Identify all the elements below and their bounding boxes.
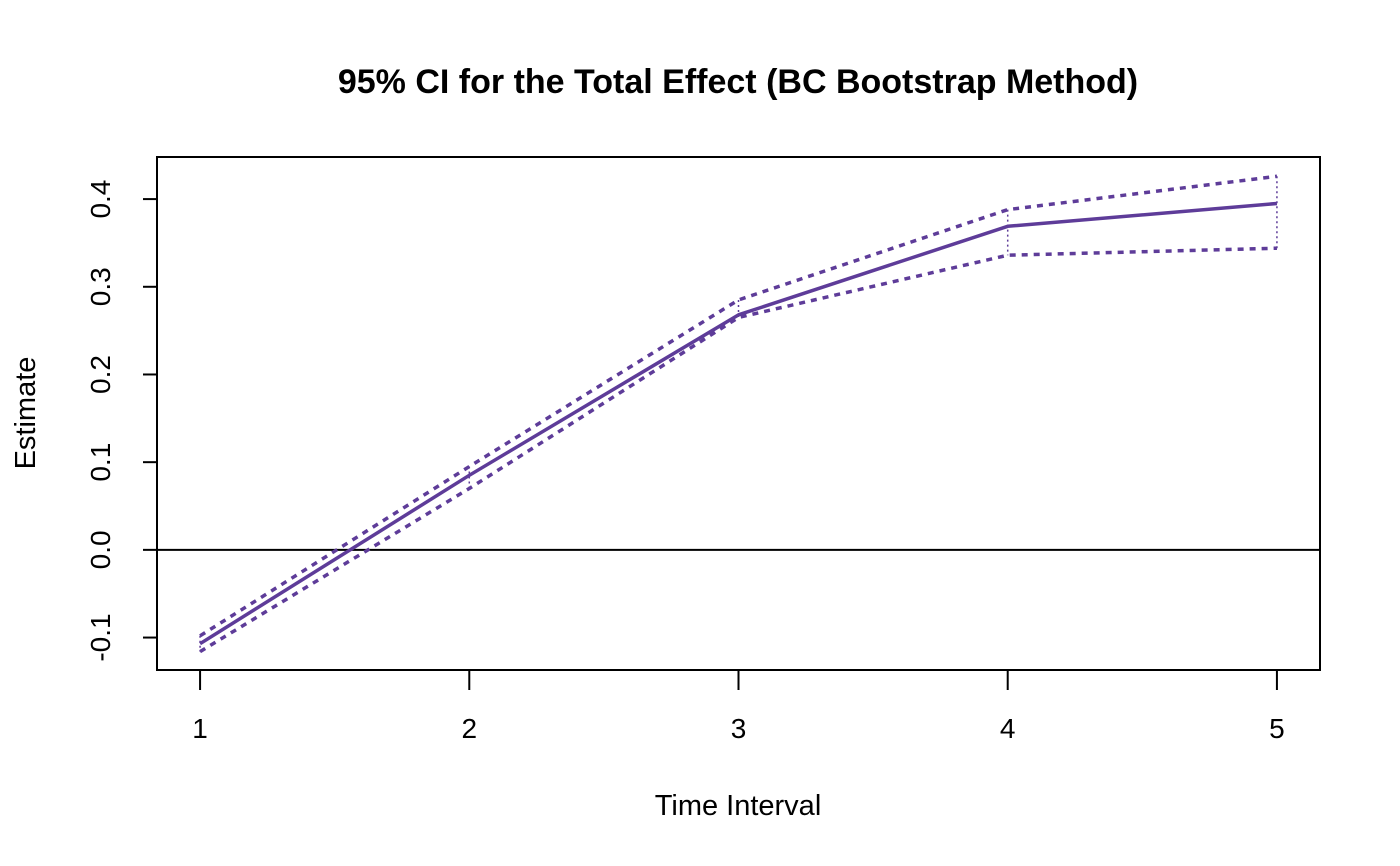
y-tick-label: -0.1	[85, 613, 116, 661]
upper-line	[199, 174, 1278, 638]
plot-area-border	[156, 156, 1321, 671]
x-tick-label: 5	[1269, 713, 1285, 744]
x-axis-label: Time Interval	[655, 790, 822, 822]
y-tick-label: 0.3	[85, 267, 116, 306]
y-axis: -0.1 0.0 0.1 0.2 0.3 0.4	[85, 180, 158, 662]
x-tick-label: 2	[461, 713, 477, 744]
lower-line	[199, 246, 1277, 654]
ci-interval-markers	[199, 176, 1278, 652]
chart-title: 95% CI for the Total Effect (BC Bootstra…	[338, 63, 1138, 101]
y-tick-label: 0.0	[85, 530, 116, 569]
series-layer	[199, 174, 1278, 654]
estimate-line	[199, 201, 1278, 646]
x-axis: 1 2 3 4 5	[192, 669, 1285, 744]
y-tick-label: 0.2	[85, 355, 116, 394]
x-tick-label: 1	[192, 713, 208, 744]
y-tick-label: 0.4	[85, 180, 116, 219]
x-tick-label: 4	[1000, 713, 1016, 744]
y-axis-label: Estimate	[10, 357, 42, 470]
x-tick-label: 3	[731, 713, 747, 744]
y-tick-label: 0.1	[85, 443, 116, 482]
